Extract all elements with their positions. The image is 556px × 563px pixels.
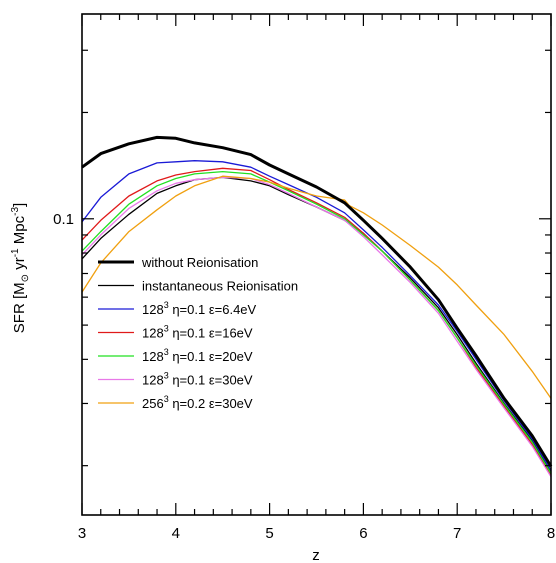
y-label-sun-subscript: ⊙	[20, 274, 31, 282]
plot-lines	[81, 135, 553, 478]
legend-label: 1283 η=0.1 ε=20eV	[142, 347, 253, 364]
legend-label: instantaneous Reionisation	[142, 279, 298, 294]
legend-label: without Reionisation	[141, 255, 258, 270]
x-tick-label: 6	[359, 525, 367, 542]
x-tick-label: 8	[547, 525, 555, 542]
x-tick-label: 5	[265, 525, 273, 542]
y-label-lead: SFR [M	[11, 282, 28, 333]
legend-label: 1283 η=0.1 ε=6.4eV	[142, 300, 257, 317]
series-line	[81, 160, 552, 471]
series-line	[81, 135, 553, 468]
series-line	[81, 170, 552, 474]
legend-label: 2563 η=0.2 ε=30eV	[142, 394, 253, 411]
y-axis-ticks	[82, 49, 551, 467]
x-tick-label: 4	[172, 525, 180, 542]
y-tick-labels: 0.1	[53, 211, 74, 228]
legend: without Reionisation instantaneous Reioni…	[98, 255, 298, 411]
legend-label: 1283 η=0.1 ε=30eV	[142, 371, 253, 388]
legend-label: 1283 η=0.1 ε=16eV	[142, 324, 253, 341]
x-axis-label: z	[312, 547, 320, 563]
x-tick-label: 3	[78, 525, 86, 542]
series-line	[81, 175, 552, 399]
y-label-mpc: Mpc	[11, 215, 28, 248]
y-label-yr: yr	[11, 257, 28, 274]
series-line	[81, 176, 552, 478]
y-label-mpc-exp: -3	[10, 207, 21, 216]
plot-frame	[81, 13, 552, 516]
y-label-close: ]	[11, 203, 28, 207]
x-tick-label: 7	[453, 525, 461, 542]
x-tick-labels: 3 4 5 6 7 8	[78, 525, 555, 542]
y-tick-label: 0.1	[53, 211, 74, 228]
y-axis-label: SFR [M⊙ yr-1 Mpc-3]	[10, 203, 31, 333]
y-label-yr-exp: -1	[10, 248, 21, 257]
series-line	[81, 167, 552, 476]
